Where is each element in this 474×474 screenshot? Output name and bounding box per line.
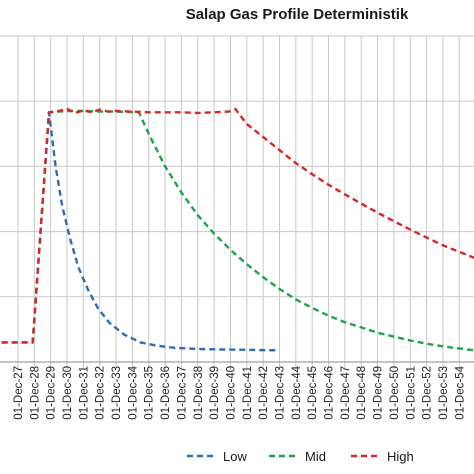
series-line-low — [1, 111, 278, 352]
x-tick-label: 01-Dec-45 — [307, 366, 319, 420]
x-tick-label: 01-Dec-42 — [258, 366, 270, 420]
x-tick-label: 01-Dec-35 — [144, 366, 156, 420]
x-tick-label: 01-Dec-47 — [340, 366, 352, 420]
x-tick-label: 01-Dec-40 — [225, 366, 237, 420]
x-tick-label: 01-Dec-30 — [62, 366, 74, 420]
x-tick-label: 01-Dec-39 — [209, 366, 221, 420]
x-tick-label: 01-Dec-31 — [78, 366, 90, 420]
x-tick-label: 01-Dec-51 — [405, 366, 417, 420]
legend: Low Mid High — [187, 449, 414, 464]
x-tick-label: 01-Dec-53 — [438, 366, 450, 420]
x-tick-label: 01-Dec-34 — [127, 365, 139, 419]
series-line-mid — [1, 109, 474, 352]
x-tick-label: 01-Dec-50 — [389, 366, 401, 420]
x-tick-label: 01-Dec-48 — [356, 366, 368, 420]
legend-label-low: Low — [223, 449, 247, 464]
x-tick-label: 01-Dec-52 — [422, 366, 434, 420]
x-tick-label: 01-Dec-28 — [29, 366, 41, 420]
x-tick-label: 01-Dec-38 — [193, 366, 205, 420]
x-tick-label: 01-Dec-43 — [274, 366, 286, 420]
x-tick-label: 01-Dec-54 — [454, 365, 466, 419]
x-tick-label: 01-Dec-33 — [111, 366, 123, 420]
series-line-high — [1, 107, 474, 344]
x-tick-label: 01-Dec-44 — [291, 365, 303, 419]
x-tick-label: 01-Dec-37 — [176, 366, 188, 420]
grid — [0, 35, 474, 370]
x-tick-labels: 01-Dec-2501-Dec-2701-Dec-2801-Dec-2901-D… — [13, 365, 466, 420]
x-tick-label: 01-Dec-32 — [95, 366, 107, 420]
x-tick-label: 01-Dec-36 — [160, 366, 172, 420]
x-tick-label: 01-Dec-49 — [373, 366, 385, 420]
legend-label-high: High — [387, 449, 414, 464]
x-tick-label: 01-Dec-29 — [46, 366, 58, 420]
series-lines — [1, 107, 474, 352]
x-tick-label: 01-Dec-46 — [324, 366, 336, 420]
x-tick-label: 01-Dec-27 — [13, 366, 25, 420]
x-tick-label: 01-Dec-41 — [242, 366, 254, 420]
legend-label-mid: Mid — [305, 449, 326, 464]
chart-title: Salap Gas Profile Deterministik — [185, 6, 409, 23]
